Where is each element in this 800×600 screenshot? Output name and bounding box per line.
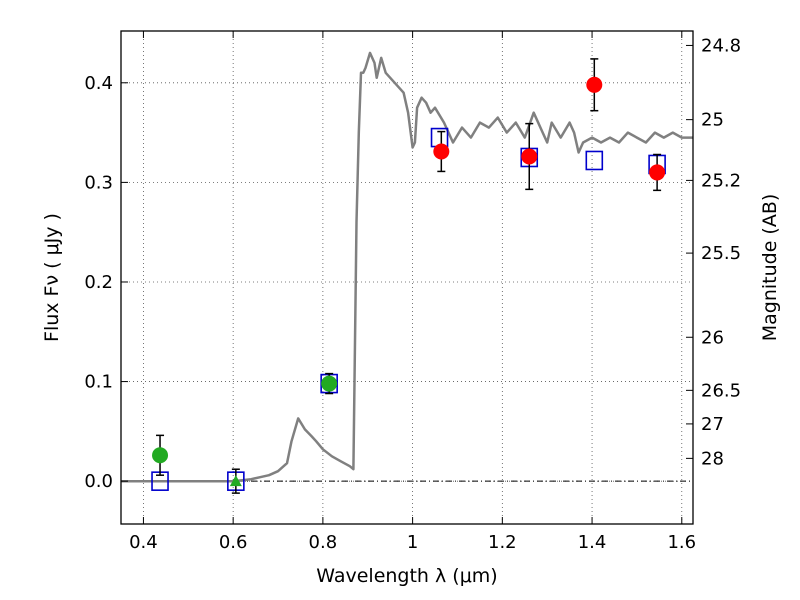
axis-ticks: 0.4 0.6 0.8 1 1.2 1.4 1.6 0.0 0.1 0.2 0.3 0.4 24.8 25… bbox=[84, 31, 741, 553]
y-tick-label: 0.3 bbox=[84, 172, 113, 193]
right-tick-label: 27 bbox=[701, 414, 724, 435]
y-axis-label: Flux Fν ( μJy ) bbox=[41, 213, 63, 342]
x-tick-label: 0.4 bbox=[129, 532, 158, 553]
data-marks bbox=[151, 58, 666, 494]
right-tick-label: 26.5 bbox=[701, 380, 741, 401]
right-tick-label: 24.8 bbox=[701, 35, 741, 56]
x-tick-label: 0.8 bbox=[309, 532, 338, 553]
right-tick-label: 25 bbox=[701, 110, 724, 131]
right-tick-label: 25.5 bbox=[701, 243, 741, 264]
y-tick-label: 0.4 bbox=[84, 73, 113, 94]
y-tick-label: 0.1 bbox=[84, 372, 113, 393]
model-spectrum-line bbox=[121, 51, 693, 483]
y-tick-label: 0.0 bbox=[84, 471, 113, 492]
measurement-point bbox=[321, 375, 338, 392]
y-tick-label: 0.2 bbox=[84, 272, 113, 293]
measurement-point bbox=[521, 148, 538, 165]
x-tick-label: 0.6 bbox=[219, 532, 248, 553]
x-axis-label: Wavelength λ (μm) bbox=[316, 565, 497, 587]
measurement-point bbox=[586, 76, 603, 93]
right-tick-label: 26 bbox=[701, 327, 724, 348]
x-tick-label: 1.2 bbox=[488, 532, 517, 553]
x-tick-label: 1 bbox=[407, 532, 418, 553]
right-tick-label: 25.2 bbox=[701, 170, 741, 191]
measurement-triangle bbox=[229, 475, 242, 487]
model-point-square bbox=[585, 150, 604, 171]
right-tick-label: 28 bbox=[701, 448, 724, 469]
measurement-point bbox=[152, 447, 169, 464]
x-tick-label: 1.4 bbox=[578, 532, 607, 553]
measurement-point bbox=[433, 143, 450, 160]
measurement-point bbox=[649, 164, 666, 181]
plot-frame bbox=[120, 30, 694, 525]
right-axis-label: Magnitude (AB) bbox=[759, 194, 781, 342]
x-tick-label: 1.6 bbox=[667, 532, 696, 553]
